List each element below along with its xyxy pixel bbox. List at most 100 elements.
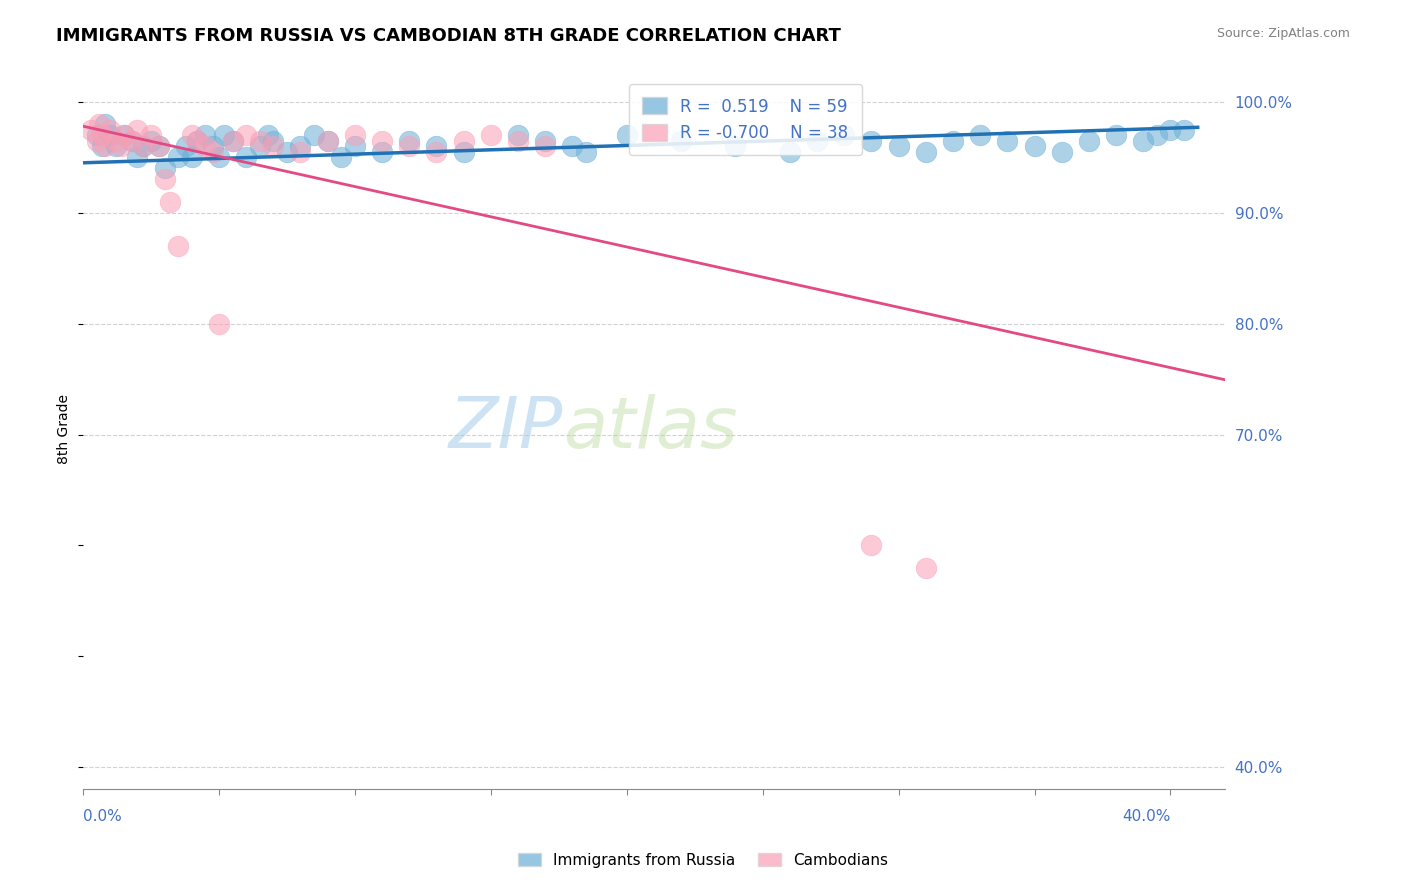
Point <box>575 145 598 159</box>
Point <box>148 139 170 153</box>
Point <box>506 128 529 142</box>
Point <box>506 134 529 148</box>
Point <box>995 134 1018 148</box>
Point <box>302 128 325 142</box>
Point <box>167 150 190 164</box>
Point <box>371 145 394 159</box>
Point <box>969 128 991 142</box>
Point <box>221 134 243 148</box>
Point <box>453 145 475 159</box>
Point <box>112 128 135 142</box>
Point <box>398 139 420 153</box>
Point <box>186 134 208 148</box>
Point <box>98 128 121 142</box>
Point <box>98 122 121 136</box>
Point <box>180 128 202 142</box>
Text: atlas: atlas <box>562 394 737 464</box>
Point <box>669 134 692 148</box>
Point <box>153 161 176 176</box>
Text: 0.0%: 0.0% <box>83 809 122 824</box>
Point <box>1146 128 1168 142</box>
Point <box>202 139 225 153</box>
Point <box>249 134 271 148</box>
Point <box>110 139 132 153</box>
Point <box>453 134 475 148</box>
Point <box>779 145 801 159</box>
Point <box>561 139 583 153</box>
Point <box>186 134 208 148</box>
Point <box>724 139 747 153</box>
Point <box>257 128 280 142</box>
Point <box>316 134 339 148</box>
Point <box>1132 134 1154 148</box>
Point <box>132 139 155 153</box>
Point <box>316 134 339 148</box>
Point <box>235 128 257 142</box>
Point <box>425 145 447 159</box>
Point <box>860 538 883 552</box>
Point <box>159 194 181 209</box>
Point <box>112 128 135 142</box>
Point <box>104 139 127 153</box>
Point <box>343 128 366 142</box>
Text: IMMIGRANTS FROM RUSSIA VS CAMBODIAN 8TH GRADE CORRELATION CHART: IMMIGRANTS FROM RUSSIA VS CAMBODIAN 8TH … <box>56 27 841 45</box>
Point <box>121 134 143 148</box>
Point <box>139 134 162 148</box>
Point <box>91 128 114 142</box>
Point <box>249 139 271 153</box>
Point <box>343 139 366 153</box>
Point <box>180 150 202 164</box>
Point <box>914 560 936 574</box>
Legend: Immigrants from Russia, Cambodians: Immigrants from Russia, Cambodians <box>510 845 896 875</box>
Point <box>371 134 394 148</box>
Point <box>534 139 557 153</box>
Text: Source: ZipAtlas.com: Source: ZipAtlas.com <box>1216 27 1350 40</box>
Point <box>616 128 638 142</box>
Point <box>276 145 298 159</box>
Point <box>262 134 284 148</box>
Point <box>127 150 149 164</box>
Point <box>93 117 115 131</box>
Point <box>86 128 108 142</box>
Point <box>806 134 828 148</box>
Point <box>202 145 225 159</box>
Point <box>330 150 353 164</box>
Point <box>425 139 447 153</box>
Point <box>167 239 190 253</box>
Text: ZIP: ZIP <box>449 394 562 464</box>
Point <box>121 134 143 148</box>
Text: 40.0%: 40.0% <box>1122 809 1170 824</box>
Point <box>221 134 243 148</box>
Point <box>262 139 284 153</box>
Point <box>1024 139 1046 153</box>
Point <box>89 117 111 131</box>
Point <box>235 150 257 164</box>
Point <box>479 128 502 142</box>
Point <box>208 150 231 164</box>
Point <box>914 145 936 159</box>
Point <box>153 172 176 186</box>
Point <box>104 134 127 148</box>
Point <box>214 128 236 142</box>
Point <box>860 134 883 148</box>
Point <box>127 122 149 136</box>
Point <box>91 139 114 153</box>
Point <box>139 128 162 142</box>
Point <box>80 122 103 136</box>
Point <box>887 139 910 153</box>
Point <box>93 139 115 153</box>
Point <box>176 139 198 153</box>
Point <box>1159 122 1181 136</box>
Point <box>194 128 217 142</box>
Point <box>1077 134 1099 148</box>
Point <box>148 139 170 153</box>
Point <box>398 134 420 148</box>
Point <box>194 139 217 153</box>
Point <box>290 145 312 159</box>
Point <box>1105 128 1128 142</box>
Point <box>1173 122 1195 136</box>
Point <box>942 134 965 148</box>
Point <box>132 139 155 153</box>
Legend: R =  0.519    N = 59, R = -0.700    N = 38: R = 0.519 N = 59, R = -0.700 N = 38 <box>628 84 862 155</box>
Point <box>290 139 312 153</box>
